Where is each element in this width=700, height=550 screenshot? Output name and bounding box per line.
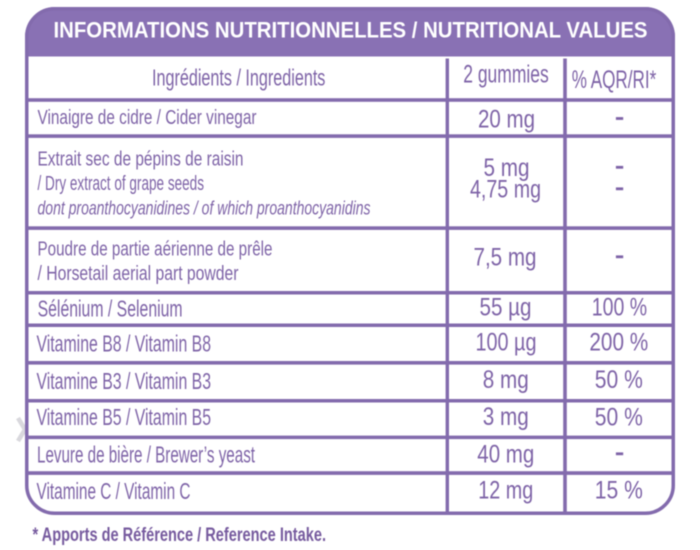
svg-text:50 %: 50 % <box>595 404 643 432</box>
svg-text:200 %: 200 % <box>589 329 648 357</box>
svg-text:3 mg: 3 mg <box>483 403 529 431</box>
svg-text:12 mg: 12 mg <box>478 477 533 505</box>
svg-text:Sélénium / Selenium: Sélénium / Selenium <box>38 296 183 322</box>
svg-text:50 %: 50 % <box>595 366 643 394</box>
svg-text:dont proanthocyanidines / of w: dont proanthocyanidines / of which proan… <box>38 198 371 220</box>
svg-text:Ingrédients / Ingredients: Ingrédients / Ingredients <box>152 64 325 90</box>
svg-text:100 %: 100 % <box>592 294 647 322</box>
svg-text:/ Horsetail aerial part powder: / Horsetail aerial part powder <box>38 262 239 285</box>
svg-text:Vitamine B5 / Vitamin B5: Vitamine B5 / Vitamin B5 <box>37 404 212 430</box>
svg-text:Poudre de partie aérienne de p: Poudre de partie aérienne de prêle <box>38 238 273 261</box>
svg-text:55 µg: 55 µg <box>480 294 532 322</box>
svg-text:Vitamine B3 / Vitamin B3: Vitamine B3 / Vitamin B3 <box>37 368 212 394</box>
svg-text:% AQR/RI*: % AQR/RI* <box>572 66 657 94</box>
svg-text:Extrait sec de pépins de raisi: Extrait sec de pépins de raisin <box>38 148 244 171</box>
svg-text:20 mg: 20 mg <box>478 105 535 133</box>
svg-text:Vinaigre de cidre / Cider vine: Vinaigre de cidre / Cider vinegar <box>38 106 257 129</box>
svg-text:2 gummies: 2 gummies <box>463 61 549 89</box>
svg-text:/ Dry extract of grape seeds: / Dry extract of grape seeds <box>38 172 205 195</box>
svg-text:Levure de bière / Brewer’s yea: Levure de bière / Brewer’s yeast <box>37 442 255 468</box>
svg-text:15 %: 15 % <box>595 477 643 505</box>
svg-text:Vitamine B8 / Vitamin B8: Vitamine B8 / Vitamin B8 <box>37 331 212 357</box>
svg-text:8 mg: 8 mg <box>483 366 529 394</box>
svg-text:* Apports de Référence / Refer: * Apports de Référence / Reference Intak… <box>33 525 327 546</box>
svg-text:40 mg: 40 mg <box>477 441 534 469</box>
svg-text:Vitamine C / Vitamin C: Vitamine C / Vitamin C <box>37 478 191 504</box>
svg-text:4,75 mg: 4,75 mg <box>470 176 541 204</box>
svg-text:7,5 mg: 7,5 mg <box>474 244 537 272</box>
svg-text:5 mg: 5 mg <box>484 154 530 182</box>
svg-text:100 µg: 100 µg <box>476 329 537 357</box>
svg-text:INFORMATIONS NUTRITIONNELLES /: INFORMATIONS NUTRITIONNELLES / NUTRITION… <box>54 18 648 43</box>
